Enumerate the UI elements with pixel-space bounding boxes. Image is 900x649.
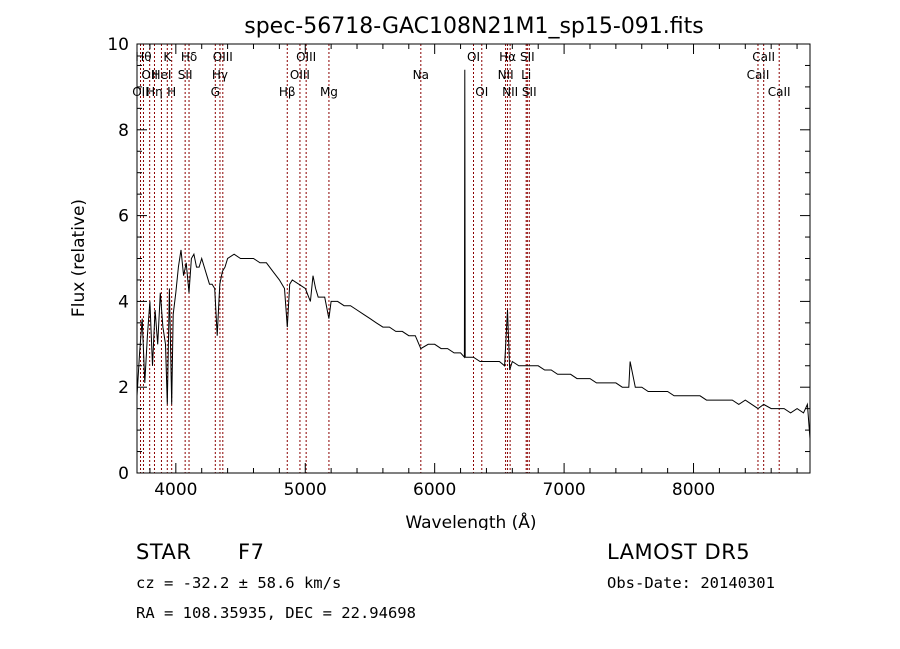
y-axis-ticks: 0 2 4 6 8 10 — [107, 35, 810, 484]
spectral-line-label: NII — [502, 85, 518, 99]
spectral-line-label: CaII — [752, 50, 775, 64]
object-subclass: F7 — [238, 540, 265, 564]
spectral-line-label: Mg — [320, 85, 338, 99]
y-axis-label: Flux (relative) — [69, 199, 89, 317]
y-tick-label: 4 — [118, 292, 129, 312]
spectral-line-label: NII — [498, 68, 514, 82]
spectral-line-label: OII — [141, 68, 158, 82]
y-tick-label: 8 — [118, 121, 129, 141]
spectrum-chart: spec-56718-GAC108N21M1_sp15-091.fits OII… — [69, 14, 811, 530]
x-axis-label: Wavelength (Å) — [405, 511, 536, 530]
x-tick-label: 8000 — [672, 480, 715, 500]
x-axis-ticks: 4000 5000 6000 7000 8000 — [149, 44, 798, 500]
spectral-line-label: SII — [522, 85, 537, 99]
spectral-line-label: Li — [521, 68, 531, 82]
spectral-line-label: Hδ — [181, 50, 197, 64]
y-tick-label: 0 — [118, 464, 129, 484]
x-tick-label: 7000 — [542, 480, 585, 500]
spectrum-line — [136, 69, 811, 439]
spectral-line-label: SII — [178, 68, 193, 82]
spectral-line-markers — [139, 44, 780, 473]
spectral-line-label: OI — [467, 50, 480, 64]
spectral-line-label: SII — [520, 50, 535, 64]
x-tick-label: 4000 — [154, 480, 197, 500]
y-tick-label: 6 — [118, 207, 129, 227]
spectral-line-label: Hβ — [279, 85, 296, 99]
y-tick-label: 2 — [118, 378, 129, 398]
spectral-line-label: OII — [132, 85, 149, 99]
redshift-cz: cz = -32.2 ± 58.6 km/s — [136, 574, 342, 592]
survey-name: LAMOST DR5 — [607, 540, 751, 564]
x-tick-label: 6000 — [413, 480, 456, 500]
spectral-line-labels: OIIHθOIIHηHeIKHSIIHδGHγOIIIHβOIIIOIIIMgN… — [132, 50, 790, 99]
spectral-line-label: Na — [413, 68, 429, 82]
spectral-line-label: HeI — [151, 68, 171, 82]
spectral-line-label: CaII — [768, 85, 791, 99]
spectral-line-label: Hα — [499, 50, 516, 64]
coordinates: RA = 108.35935, DEC = 22.94698 — [136, 604, 416, 622]
spectral-line-label: OIII — [290, 68, 310, 82]
chart-title: spec-56718-GAC108N21M1_sp15-091.fits — [244, 14, 704, 39]
spectral-line-label: OIII — [213, 50, 233, 64]
spectral-line-label: H — [167, 85, 176, 99]
object-class: STAR — [136, 540, 192, 564]
spectral-line-label: OI — [475, 85, 488, 99]
y-tick-label: 10 — [107, 35, 129, 55]
x-tick-label: 5000 — [284, 480, 327, 500]
spectral-line-label: K — [163, 50, 172, 64]
observation-date: Obs-Date: 20140301 — [607, 574, 775, 592]
spectral-line-label: Hη — [146, 85, 163, 99]
spectral-line-label: OIII — [296, 50, 316, 64]
spectral-line-label: G — [211, 85, 220, 99]
spectral-line-label: Hγ — [212, 68, 228, 82]
spectral-line-label: Hθ — [135, 50, 151, 64]
spectral-line-label: CaII — [747, 68, 770, 82]
